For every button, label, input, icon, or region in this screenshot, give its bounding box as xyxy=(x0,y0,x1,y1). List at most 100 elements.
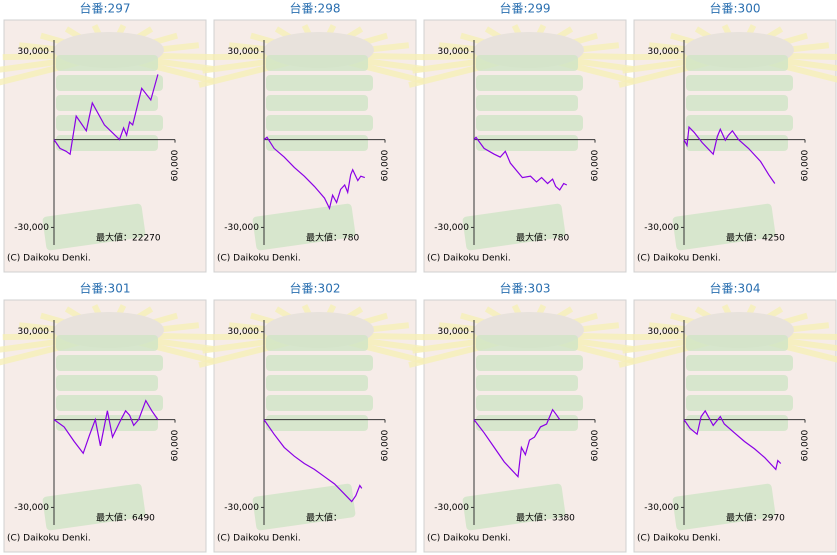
chart-title: 台番:301 xyxy=(80,281,131,296)
box-stack xyxy=(56,95,158,111)
box-stack xyxy=(686,335,788,351)
chart-title: 台番:299 xyxy=(500,1,551,16)
y-tick-label: -30,000 xyxy=(14,503,49,513)
box-stack xyxy=(56,335,158,351)
box-stack xyxy=(266,395,373,411)
chart: 台番:303 30,000 -30,000 60,000 最大値：3380 (C) Dai… xyxy=(408,281,650,553)
data-line xyxy=(263,419,363,503)
x-tick-label: 60,000 xyxy=(801,150,811,182)
box-stack xyxy=(686,135,788,151)
box-stack xyxy=(476,135,578,151)
copyright: (C) Daikoku Denki. xyxy=(427,254,511,264)
y-tick-label: 30,000 xyxy=(228,47,260,57)
data-line xyxy=(53,74,159,156)
chart-title: 台番:302 xyxy=(290,281,341,296)
data-line xyxy=(683,409,782,471)
x-tick-label: 60,000 xyxy=(381,430,391,462)
box-stack xyxy=(476,95,578,111)
y-tick-label: 30,000 xyxy=(18,47,50,57)
data-line xyxy=(263,136,365,211)
chart-title: 台番:303 xyxy=(500,281,551,296)
copyright: (C) Daikoku Denki. xyxy=(217,534,301,544)
x-tick-label: 60,000 xyxy=(171,430,181,462)
max-label: 最大値：3380 xyxy=(516,512,575,524)
box-stack xyxy=(266,415,368,431)
box-stack xyxy=(266,115,373,131)
copyright: (C) Daikoku Denki. xyxy=(637,254,721,264)
box-stack xyxy=(56,375,158,391)
data-line xyxy=(683,125,776,184)
box-stack xyxy=(476,375,578,391)
box-stack xyxy=(686,395,793,411)
box-stack xyxy=(686,95,788,111)
chart: 台番:298 30,000 -30,000 60,000 最大値：780 (C) Daik… xyxy=(198,1,440,273)
x-tick-label: 60,000 xyxy=(591,150,601,182)
y-tick-label: 30,000 xyxy=(18,327,50,337)
copyright: (C) Daikoku Denki. xyxy=(7,534,91,544)
box-stack xyxy=(56,55,158,71)
box-stack xyxy=(266,355,373,371)
box-stack xyxy=(266,135,368,151)
tray xyxy=(42,203,146,251)
box-stack xyxy=(686,75,793,91)
y-tick-label: -30,000 xyxy=(434,223,469,233)
copyright: (C) Daikoku Denki. xyxy=(217,254,301,264)
x-tick-label: 60,000 xyxy=(591,430,601,462)
box-stack xyxy=(266,55,368,71)
tray xyxy=(42,483,146,531)
chart-title: 台番:298 xyxy=(290,1,341,16)
max-label: 最大値： xyxy=(306,512,342,524)
box-stack xyxy=(686,375,788,391)
box-stack xyxy=(56,395,163,411)
box-stack xyxy=(476,335,578,351)
data-line xyxy=(473,136,568,191)
x-tick-label: 60,000 xyxy=(381,150,391,182)
y-tick-label: -30,000 xyxy=(224,223,259,233)
chart: 台番:300 30,000 -30,000 60,000 最大値：4250 (C) Dai… xyxy=(618,1,837,273)
y-tick-label: 30,000 xyxy=(438,327,470,337)
chart-title: 台番:304 xyxy=(710,281,761,296)
max-label: 最大値：4250 xyxy=(726,232,785,244)
box-stack xyxy=(266,375,368,391)
data-line xyxy=(473,408,561,479)
copyright: (C) Daikoku Denki. xyxy=(427,534,511,544)
box-stack xyxy=(266,75,373,91)
tray xyxy=(462,203,566,251)
chart: 台番:302 30,000 -30,000 60,000 最大値： (C) Daikoku… xyxy=(198,281,440,553)
copyright: (C) Daikoku Denki. xyxy=(7,254,91,264)
max-label: 最大値：780 xyxy=(306,232,359,244)
data-line xyxy=(53,399,159,455)
box-stack xyxy=(56,415,158,431)
y-tick-label: 30,000 xyxy=(228,327,260,337)
chart-title: 台番:300 xyxy=(710,1,761,16)
box-stack xyxy=(686,55,788,71)
y-tick-label: 30,000 xyxy=(648,327,680,337)
chart: 台番:297 30,000 -30,000 60,000 最大値：22270 (C) Da… xyxy=(0,1,230,273)
y-tick-label: 30,000 xyxy=(438,47,470,57)
y-tick-label: -30,000 xyxy=(434,503,469,513)
box-stack xyxy=(686,355,793,371)
box-stack xyxy=(476,355,583,371)
box-stack xyxy=(56,75,163,91)
tray xyxy=(672,483,776,531)
box-stack xyxy=(686,415,788,431)
box-stack xyxy=(686,115,793,131)
y-tick-label: 30,000 xyxy=(648,47,680,57)
tray xyxy=(462,483,566,531)
tray xyxy=(672,203,776,251)
tray xyxy=(252,483,356,531)
x-tick-label: 60,000 xyxy=(801,430,811,462)
y-tick-label: -30,000 xyxy=(644,223,679,233)
y-tick-label: -30,000 xyxy=(644,503,679,513)
box-stack xyxy=(476,75,583,91)
box-stack xyxy=(56,355,163,371)
box-stack xyxy=(266,95,368,111)
copyright: (C) Daikoku Denki. xyxy=(637,534,721,544)
box-stack xyxy=(476,395,583,411)
box-stack xyxy=(476,415,578,431)
y-tick-label: -30,000 xyxy=(224,503,259,513)
x-tick-label: 60,000 xyxy=(171,150,181,182)
box-stack xyxy=(56,135,158,151)
max-label: 最大値：6490 xyxy=(96,512,155,524)
